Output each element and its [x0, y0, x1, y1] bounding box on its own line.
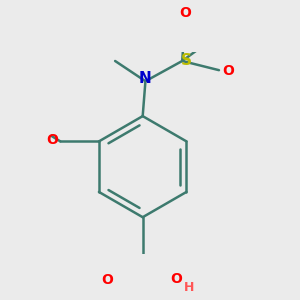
Text: O: O [171, 272, 183, 286]
Text: O: O [179, 6, 191, 20]
Text: N: N [139, 71, 152, 86]
Text: O: O [222, 64, 234, 78]
Text: H: H [184, 281, 195, 295]
Text: O: O [46, 134, 58, 148]
Text: O: O [101, 273, 113, 287]
Text: S: S [180, 52, 191, 68]
